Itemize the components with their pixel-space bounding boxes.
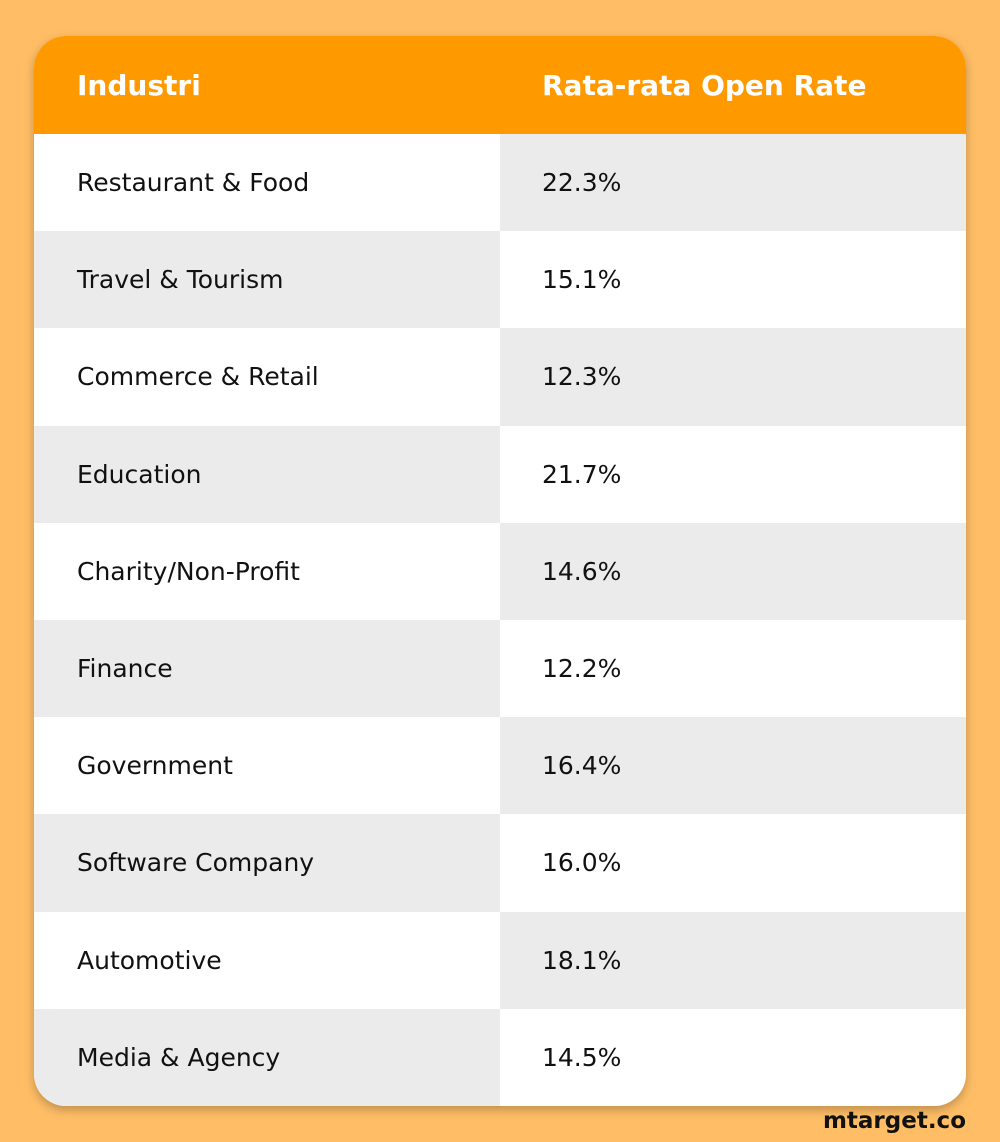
- table-card: Industri Rata-rata Open Rate Restaurant …: [34, 36, 966, 1106]
- table-row: Automotive 18.1%: [34, 911, 966, 1009]
- industry-cell: Government: [34, 717, 500, 815]
- rate-cell: 12.2%: [500, 619, 966, 718]
- industry-cell: Software Company: [34, 814, 500, 912]
- rate-cell: 21.7%: [500, 425, 966, 523]
- rate-cell: 14.5%: [500, 1008, 966, 1106]
- rate-cell: 16.0%: [500, 814, 966, 912]
- table-row: Software Company 16.0%: [34, 814, 966, 912]
- industry-cell: Finance: [34, 619, 500, 718]
- industry-cell: Commerce & Retail: [34, 328, 500, 426]
- industry-cell: Restaurant & Food: [34, 134, 500, 232]
- table-row: Commerce & Retail 12.3%: [34, 328, 966, 426]
- industry-cell: Media & Agency: [34, 1008, 500, 1106]
- brand: mtarget.co: [822, 1108, 966, 1134]
- industry-cell: Automotive: [34, 911, 500, 1009]
- rate-cell: 12.3%: [500, 328, 966, 426]
- industry-cell: Travel & Tourism: [34, 231, 500, 329]
- industry-cell: Education: [34, 425, 500, 523]
- table-row: Travel & Tourism 15.1%: [34, 231, 966, 329]
- table-row: Education 21.7%: [34, 425, 966, 523]
- rate-cell: 18.1%: [500, 911, 966, 1009]
- header-cell: Rata-rata Open Rate: [542, 68, 867, 102]
- table-row: Restaurant & Food 22.3%: [34, 134, 966, 232]
- rate-cell: 22.3%: [500, 134, 966, 232]
- table-row: Government 16.4%: [34, 717, 966, 815]
- header-row: Industri Rata-rata Open Rate: [34, 36, 966, 134]
- rate-cell: 14.6%: [500, 522, 966, 620]
- industry-cell: Charity/Non-Profit: [34, 522, 500, 620]
- rate-cell: 15.1%: [500, 231, 966, 329]
- header-cell: Industri: [77, 68, 201, 102]
- table-row: Charity/Non-Profit 14.6%: [34, 522, 966, 620]
- table-row: Media & Agency 14.5%: [34, 1008, 966, 1106]
- rate-cell: 16.4%: [500, 717, 966, 815]
- table-row: Finance 12.2%: [34, 619, 966, 718]
